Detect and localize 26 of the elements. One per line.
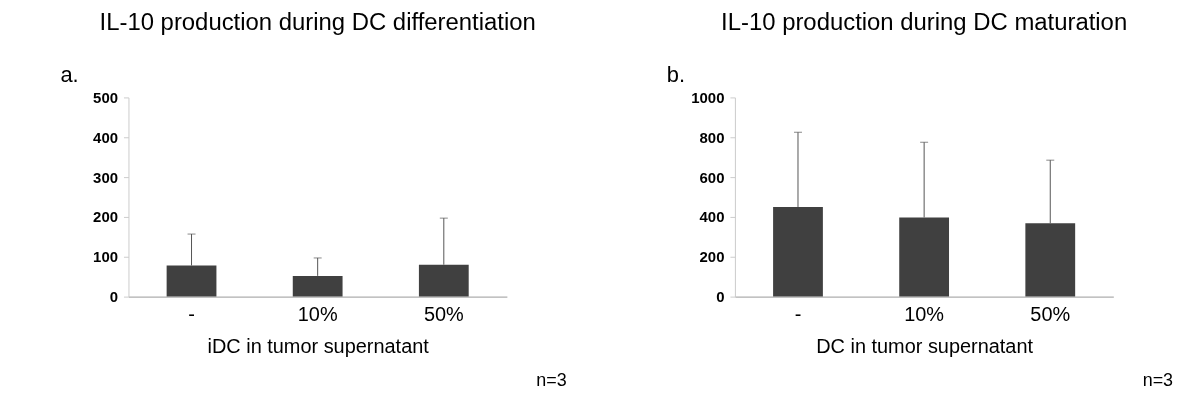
y-tick-label: 1000 — [691, 88, 725, 106]
text: a. — [60, 62, 79, 88]
x-tick-label: 50% — [1030, 302, 1071, 325]
y-tick-label: 800 — [699, 128, 725, 146]
x-tick-label: 50% — [423, 302, 464, 325]
y-tick-label: 300 — [93, 168, 119, 186]
x-tick-label: 10% — [904, 302, 945, 325]
text: n=3 — [1142, 370, 1174, 391]
x-axis-title: DC in tumor supernatant — [816, 334, 1034, 357]
x-tick-label: - — [794, 302, 802, 325]
x-axis-title: iDC in tumor supernatant — [207, 334, 430, 357]
chart-title: IL-10 production during DC differentiation — [99, 7, 536, 35]
y-tick-label: 500 — [93, 88, 119, 106]
x-tick-label: 10% — [297, 302, 338, 325]
y-tick-label: 100 — [93, 248, 119, 266]
y-tick-label: 200 — [699, 248, 725, 266]
y-tick-label: 400 — [93, 128, 119, 146]
y-tick-label: 200 — [93, 208, 119, 226]
text: b. — [666, 62, 686, 88]
chart-title: IL-10 production during DC maturation — [721, 7, 1128, 35]
x-tick-label: - — [188, 302, 195, 325]
text: n=3 — [536, 370, 567, 391]
y-tick-label: 600 — [699, 168, 725, 186]
y-tick-label: 400 — [699, 208, 725, 226]
y-tick-label: 0 — [716, 288, 725, 306]
y-tick-label: 0 — [109, 288, 119, 306]
